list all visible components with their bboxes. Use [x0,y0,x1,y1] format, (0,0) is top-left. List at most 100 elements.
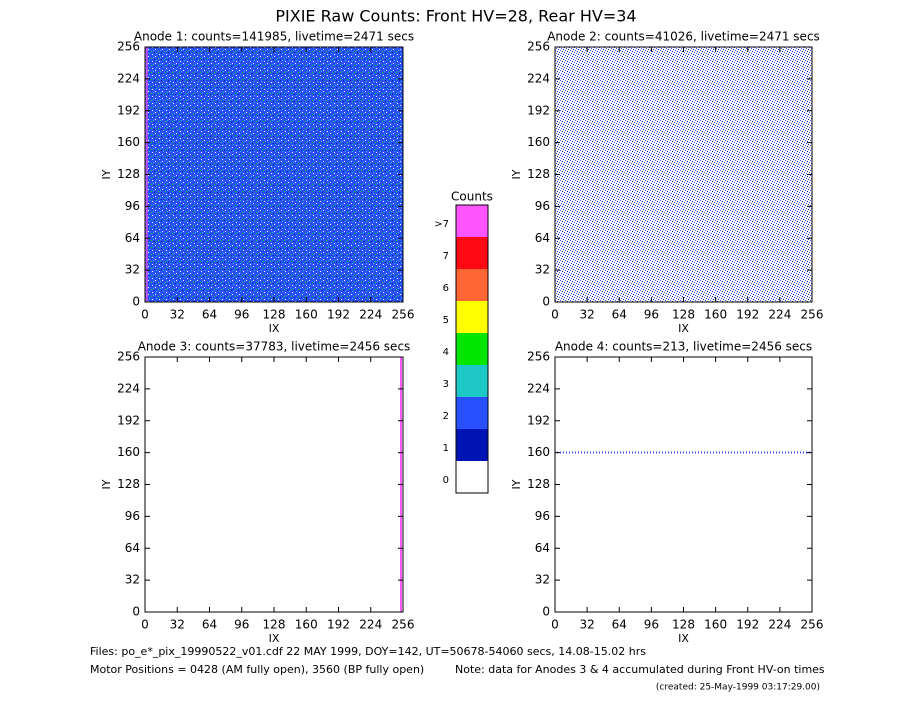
y-tick-label: 96 [125,509,140,523]
colorbar-label: 2 [443,411,449,422]
x-tick-label: 160 [295,308,318,322]
y-tick-label: 0 [542,295,550,309]
x-tick-label: 64 [202,618,217,632]
colorbar-label: 7 [443,251,449,262]
y-tick-label: 224 [117,381,140,395]
x-tick-label: 64 [612,618,627,632]
x-tick-label: 128 [263,308,286,322]
y-tick-label: 0 [132,605,140,619]
y-tick-label: 32 [125,263,140,277]
colorbar-label: 6 [443,283,449,294]
y-tick-label: 256 [117,350,140,364]
y-tick-label: 128 [117,167,140,181]
count-map [145,47,403,302]
y-axis-label: IY [510,479,523,489]
colorbar-label: 0 [443,475,449,486]
plot-frame [554,356,813,613]
colorbar-title: Counts [451,190,493,204]
y-axis-label: IY [510,169,523,179]
y-tick-label: 160 [527,445,550,459]
colorbar-label: 1 [443,443,449,454]
x-tick-label: 128 [263,618,286,632]
x-tick-label: 0 [551,308,559,322]
y-tick-label: 160 [117,135,140,149]
x-tick-label: 96 [644,308,659,322]
y-tick-label: 192 [117,413,140,427]
plot-frame [144,356,404,613]
x-tick-label: 256 [801,308,824,322]
x-tick-label: 0 [551,618,559,632]
x-tick-label: 64 [612,308,627,322]
x-tick-label: 192 [736,308,759,322]
x-tick-label: 128 [672,308,695,322]
x-axis-label: IX [269,322,280,335]
x-axis-label: IX [269,632,280,645]
colorbar-swatch [456,397,488,429]
y-tick-label: 160 [527,135,550,149]
colorbar-swatch [456,365,488,397]
x-tick-label: 256 [392,618,415,632]
y-tick-label: 64 [535,231,550,245]
x-tick-label: 224 [359,618,382,632]
y-tick-label: 64 [535,541,550,555]
y-tick-label: 256 [527,40,550,54]
y-tick-label: 0 [542,605,550,619]
colorbar-frame [455,204,489,494]
footer-created: (created: 25-May-1999 03:17:29.00) [656,683,820,693]
x-tick-label: 256 [392,308,415,322]
colorbar-swatch [456,269,488,301]
y-tick-label: 128 [527,167,550,181]
x-tick-label: 96 [644,618,659,632]
x-tick-label: 64 [202,308,217,322]
count-map [555,47,812,302]
y-tick-label: 32 [535,573,550,587]
x-tick-label: 224 [768,618,791,632]
x-tick-label: 32 [170,618,185,632]
colorbar-label: >7 [434,219,449,230]
colorbar-swatch [456,333,488,365]
y-tick-label: 128 [527,477,550,491]
y-tick-label: 224 [117,71,140,85]
colorbar-label: 5 [443,315,449,326]
x-tick-label: 224 [359,308,382,322]
x-tick-label: 192 [327,308,350,322]
footer-files: Files: po_e*_pix_19990522_v01.cdf 22 MAY… [90,645,646,658]
y-tick-label: 64 [125,231,140,245]
x-tick-label: 192 [327,618,350,632]
x-axis-label: IX [678,632,689,645]
x-tick-label: 96 [234,308,249,322]
y-tick-label: 32 [125,573,140,587]
y-tick-label: 96 [125,199,140,213]
colorbar-swatch [456,301,488,333]
x-tick-label: 32 [170,308,185,322]
y-tick-label: 224 [527,381,550,395]
panel-title: Anode 3: counts=37783, livetime=2456 sec… [138,340,411,354]
y-tick-label: 160 [117,445,140,459]
x-tick-label: 160 [704,308,727,322]
chart-title: PIXIE Raw Counts: Front HV=28, Rear HV=3… [275,7,636,26]
footer-note: Note: data for Anodes 3 & 4 accumulated … [455,663,825,676]
y-tick-label: 96 [535,509,550,523]
panel-title: Anode 4: counts=213, livetime=2456 secs [555,340,812,354]
y-tick-label: 128 [117,477,140,491]
colorbar-swatch [456,429,488,461]
x-tick-label: 256 [801,618,824,632]
x-axis-label: IX [678,322,689,335]
x-tick-label: 192 [736,618,759,632]
panel-title: Anode 1: counts=141985, livetime=2471 se… [134,30,414,44]
y-tick-label: 192 [527,413,550,427]
colorbar-swatch [456,205,488,237]
x-tick-label: 0 [141,618,149,632]
y-tick-label: 192 [527,103,550,117]
x-tick-label: 224 [768,308,791,322]
colorbar-swatch [456,237,488,269]
x-tick-label: 160 [295,618,318,632]
x-tick-label: 32 [579,308,594,322]
panel-title: Anode 2: counts=41026, livetime=2471 sec… [547,30,820,44]
x-tick-label: 160 [704,618,727,632]
y-tick-label: 0 [132,295,140,309]
y-tick-label: 96 [535,199,550,213]
colorbar-swatch [456,461,488,493]
y-axis-label: IY [100,479,113,489]
